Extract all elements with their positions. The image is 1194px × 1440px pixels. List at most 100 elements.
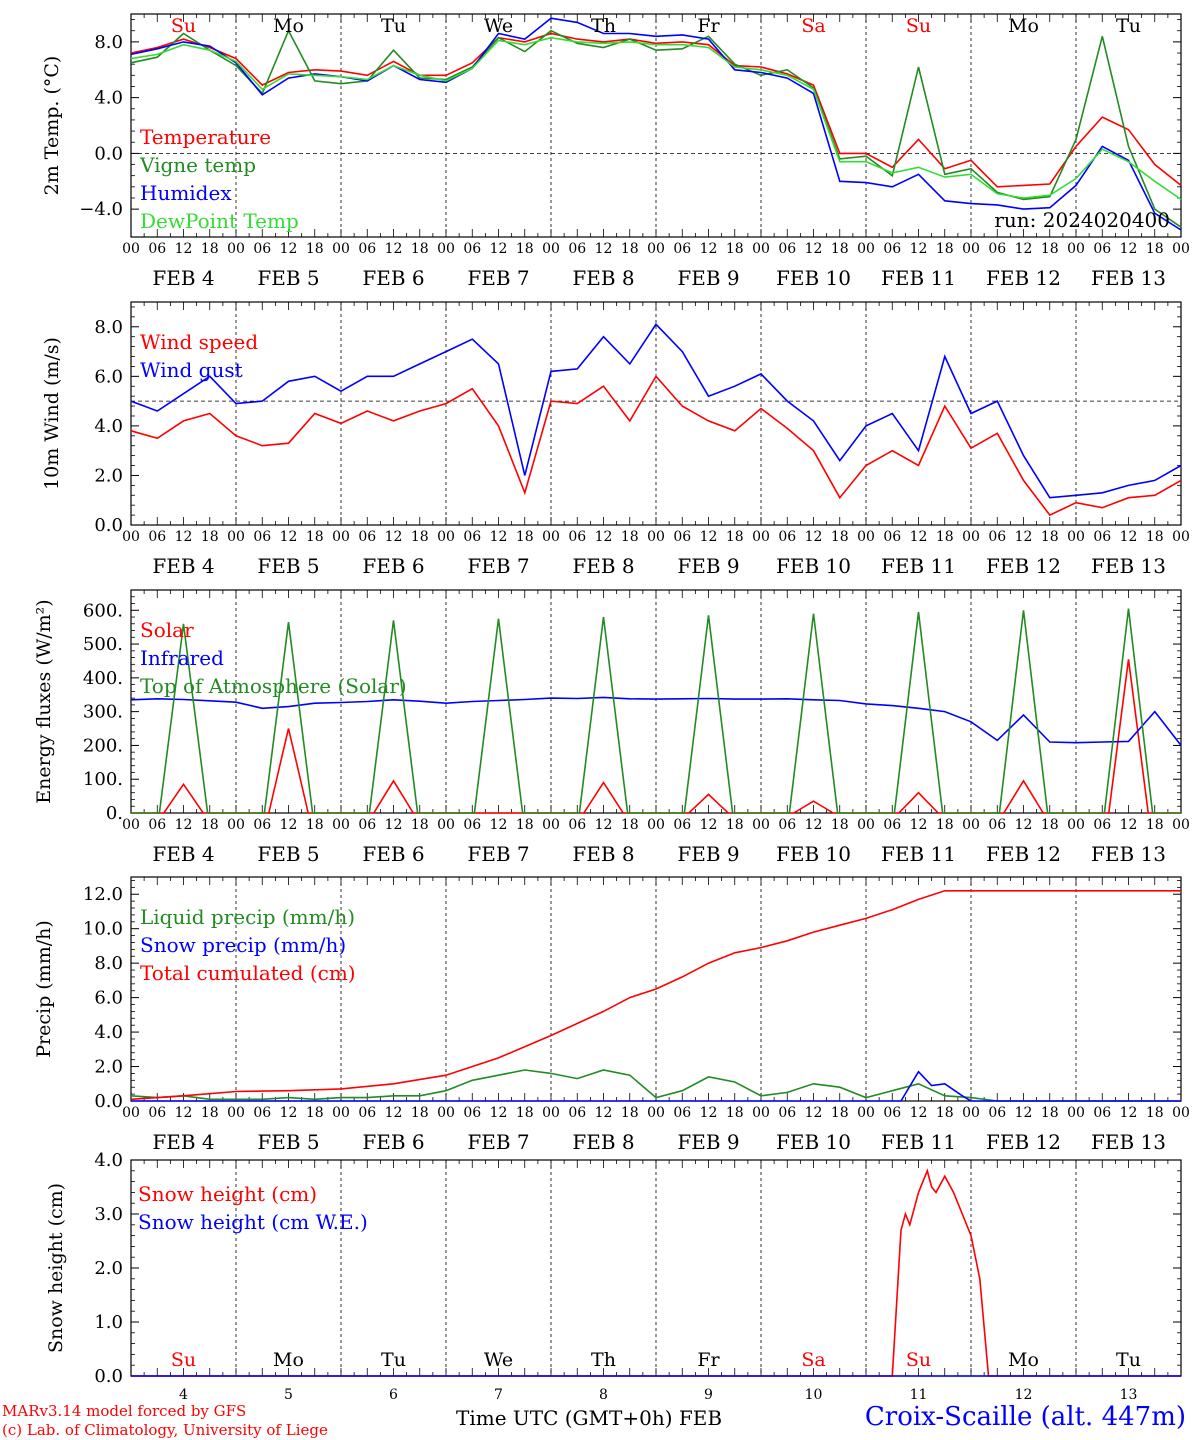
series-group xyxy=(131,1168,1181,1377)
hour-tick-label: 18 xyxy=(726,529,744,545)
hour-tick-label: 12 xyxy=(595,817,613,833)
hour-tick-label: 18 xyxy=(621,817,639,833)
run-annotation: run: 2024020400 xyxy=(994,208,1170,232)
hour-tick-label: 00 xyxy=(857,1105,875,1121)
hour-tick-label: 12 xyxy=(490,241,508,257)
hour-tick-label: 00 xyxy=(647,1105,665,1121)
hour-tick-label: 12 xyxy=(700,1105,718,1121)
hour-tick-label: 18 xyxy=(516,241,534,257)
date-label: FEB 8 xyxy=(572,266,634,290)
y-tick-label: 8.0 xyxy=(94,317,123,338)
y-tick-label: 500. xyxy=(83,634,123,655)
hour-tick-label: 06 xyxy=(148,817,166,833)
weekday-label: Tu xyxy=(381,1349,406,1371)
date-label: FEB 11 xyxy=(881,266,956,290)
day-number-label: 13 xyxy=(1120,1387,1138,1403)
hour-tick-label: 06 xyxy=(988,1105,1006,1121)
hour-tick-label: 00 xyxy=(1172,529,1190,545)
hour-tick-label: 00 xyxy=(857,241,875,257)
hour-tick-label: 12 xyxy=(805,529,823,545)
hour-tick-label: 06 xyxy=(673,817,691,833)
y-tick-label: 2.0 xyxy=(94,1057,123,1078)
hour-tick-label: 06 xyxy=(253,241,271,257)
hour-tick-label: 18 xyxy=(936,1105,954,1121)
date-label: FEB 5 xyxy=(257,266,319,290)
weekday-label: Fr xyxy=(697,15,720,37)
series-group xyxy=(130,889,1181,1102)
hour-tick-label: 12 xyxy=(175,817,193,833)
hour-tick-label: 06 xyxy=(883,241,901,257)
panel-1: −4.0 0.0 4.0 8.0 2m Temp. (°C) Temperature Vig… xyxy=(41,13,1190,290)
date-label: FEB 13 xyxy=(1091,1130,1166,1154)
hour-tick-label: 00 xyxy=(332,241,350,257)
legend-entry: Infrared xyxy=(140,646,224,670)
hour-tick-label: 18 xyxy=(621,241,639,257)
y-tick-label: 0.0 xyxy=(94,143,123,164)
date-label: FEB 7 xyxy=(467,842,529,866)
hour-tick-label: 18 xyxy=(411,1105,429,1121)
series-line-wind-gust xyxy=(130,323,1182,499)
hour-tick-label: 18 xyxy=(1146,817,1164,833)
hour-tick-label: 06 xyxy=(883,817,901,833)
day-number-label: 6 xyxy=(389,1387,398,1403)
hour-tick-label: 00 xyxy=(752,1105,770,1121)
hour-tick-label: 12 xyxy=(1120,241,1138,257)
hour-tick-label: 18 xyxy=(621,1105,639,1121)
hour-tick-label: 06 xyxy=(463,817,481,833)
hour-tick-label: 12 xyxy=(700,529,718,545)
hour-tick-label: 00 xyxy=(332,529,350,545)
hour-tick-label: 18 xyxy=(621,529,639,545)
y-axis-label: Energy fluxes (W/m²) xyxy=(33,599,55,803)
hour-tick-label: 18 xyxy=(1146,529,1164,545)
date-label: FEB 4 xyxy=(152,554,214,578)
hour-tick-label: 18 xyxy=(831,817,849,833)
hour-tick-label: 18 xyxy=(306,817,324,833)
hour-tick-label: 06 xyxy=(1093,817,1111,833)
day-number-label: 8 xyxy=(599,1387,608,1403)
date-label: FEB 9 xyxy=(677,266,739,290)
hour-tick-label: 00 xyxy=(437,817,455,833)
hour-tick-label: 12 xyxy=(700,817,718,833)
legend-entry: Solar xyxy=(140,618,194,642)
y-tick-label: 4.0 xyxy=(94,416,123,437)
model-credit-line-2: (c) Lab. of Climatology, University of L… xyxy=(2,1421,328,1439)
panel-frame xyxy=(130,13,1182,238)
hour-tick-label: 00 xyxy=(1067,817,1085,833)
hour-tick-label: 18 xyxy=(1146,1105,1164,1121)
hour-tick-label: 00 xyxy=(122,529,140,545)
hour-tick-label: 06 xyxy=(358,1105,376,1121)
hour-tick-label: 12 xyxy=(700,241,718,257)
weekday-label: Mo xyxy=(1008,1349,1039,1371)
hour-tick-label: 06 xyxy=(568,241,586,257)
hour-tick-label: 00 xyxy=(542,529,560,545)
panel-2: 0.0 2.0 4.0 6.0 8.0 10m Wind (m/s) Wind speed W… xyxy=(41,301,1190,578)
date-label: FEB 10 xyxy=(776,266,851,290)
date-label: FEB 8 xyxy=(572,554,634,578)
hour-tick-label: 18 xyxy=(516,529,534,545)
series-line-snow-height-cm xyxy=(131,1168,1181,1377)
date-label: FEB 10 xyxy=(776,842,851,866)
weekday-label: Su xyxy=(906,15,931,37)
panel-5: 0.0 1.0 2.0 3.0 4.0 Snow height (cm) Snow heig… xyxy=(45,1150,1182,1403)
hour-tick-label: 18 xyxy=(306,529,324,545)
hour-tick-label: 18 xyxy=(516,817,534,833)
hour-tick-label: 06 xyxy=(673,529,691,545)
hour-tick-label: 00 xyxy=(332,1105,350,1121)
hour-tick-label: 00 xyxy=(962,529,980,545)
hour-tick-label: 00 xyxy=(122,241,140,257)
hour-tick-label: 06 xyxy=(148,529,166,545)
hour-tick-label: 12 xyxy=(280,817,298,833)
series-line-temperature xyxy=(130,32,1182,188)
date-label: FEB 11 xyxy=(881,554,956,578)
hour-tick-label: 12 xyxy=(175,241,193,257)
hour-tick-label: 12 xyxy=(1015,817,1033,833)
hour-tick-label: 06 xyxy=(883,529,901,545)
hour-tick-label: 06 xyxy=(568,529,586,545)
date-label: FEB 7 xyxy=(467,554,529,578)
y-tick-label: 3.0 xyxy=(94,1204,123,1225)
hour-tick-label: 00 xyxy=(227,529,245,545)
date-label: FEB 12 xyxy=(986,1130,1061,1154)
hour-tick-label: 00 xyxy=(752,817,770,833)
day-number-label: 9 xyxy=(704,1387,713,1403)
y-tick-label: 4.0 xyxy=(94,88,123,109)
